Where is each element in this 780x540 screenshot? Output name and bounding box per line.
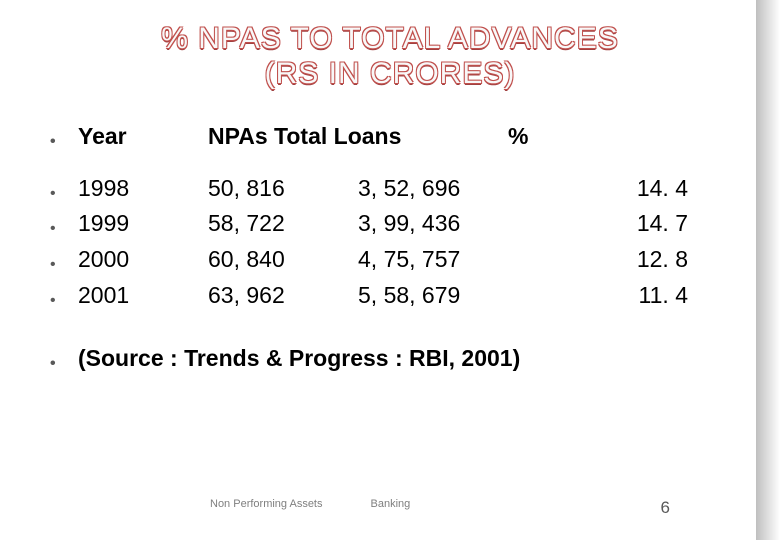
- title-line-2: (RS IN CRORES): [50, 57, 730, 92]
- cell-pct: 12. 8: [568, 242, 688, 278]
- cell-loans: 5, 58, 679: [358, 278, 568, 314]
- bullet-icon: •: [50, 253, 78, 278]
- cell-loans: 4, 75, 757: [358, 242, 568, 278]
- footer-left: Non Performing Assets: [210, 498, 323, 510]
- bullet-icon: •: [50, 130, 78, 155]
- bullet-icon: •: [50, 217, 78, 242]
- page-number: 6: [661, 498, 670, 518]
- source-text: (Source : Trends & Progress : RBI, 2001): [78, 341, 730, 377]
- table-row: • 2000 60, 840 4, 75, 757 12. 8: [50, 242, 730, 278]
- table-row: • 2001 63, 962 5, 58, 679 11. 4: [50, 278, 730, 314]
- cell-npas: 63, 962: [208, 278, 358, 314]
- table-header-row: • Year NPAs Total Loans %: [50, 119, 730, 155]
- slide-title: % NPAS TO TOTAL ADVANCES (RS IN CRORES): [50, 22, 730, 91]
- cell-npas: 58, 722: [208, 206, 358, 242]
- header-npas-loans: NPAs Total Loans: [208, 119, 508, 155]
- header-pct: %: [508, 119, 578, 155]
- cell-npas: 50, 816: [208, 171, 358, 207]
- slide: % NPAS TO TOTAL ADVANCES (RS IN CRORES) …: [0, 0, 780, 377]
- cell-pct: 11. 4: [568, 278, 688, 314]
- cell-pct: 14. 7: [568, 206, 688, 242]
- cell-year: 2000: [78, 242, 208, 278]
- bullet-icon: •: [50, 352, 78, 377]
- footer: Non Performing Assets Banking 6: [0, 498, 780, 510]
- bullet-icon: •: [50, 182, 78, 207]
- cell-year: 1998: [78, 171, 208, 207]
- spacer: [50, 313, 730, 335]
- cell-year: 2001: [78, 278, 208, 314]
- source-row: • (Source : Trends & Progress : RBI, 200…: [50, 341, 730, 377]
- table-row: • 1998 50, 816 3, 52, 696 14. 4: [50, 171, 730, 207]
- table: • Year NPAs Total Loans % • 1998 50, 816…: [50, 119, 730, 377]
- footer-mid: Banking: [371, 498, 411, 510]
- header-year: Year: [78, 119, 208, 155]
- cell-pct: 14. 4: [568, 171, 688, 207]
- title-line-1: % NPAS TO TOTAL ADVANCES: [50, 22, 730, 57]
- cell-npas: 60, 840: [208, 242, 358, 278]
- cell-year: 1999: [78, 206, 208, 242]
- table-row: • 1999 58, 722 3, 99, 436 14. 7: [50, 206, 730, 242]
- cell-loans: 3, 52, 696: [358, 171, 568, 207]
- cell-loans: 3, 99, 436: [358, 206, 568, 242]
- bullet-icon: •: [50, 289, 78, 314]
